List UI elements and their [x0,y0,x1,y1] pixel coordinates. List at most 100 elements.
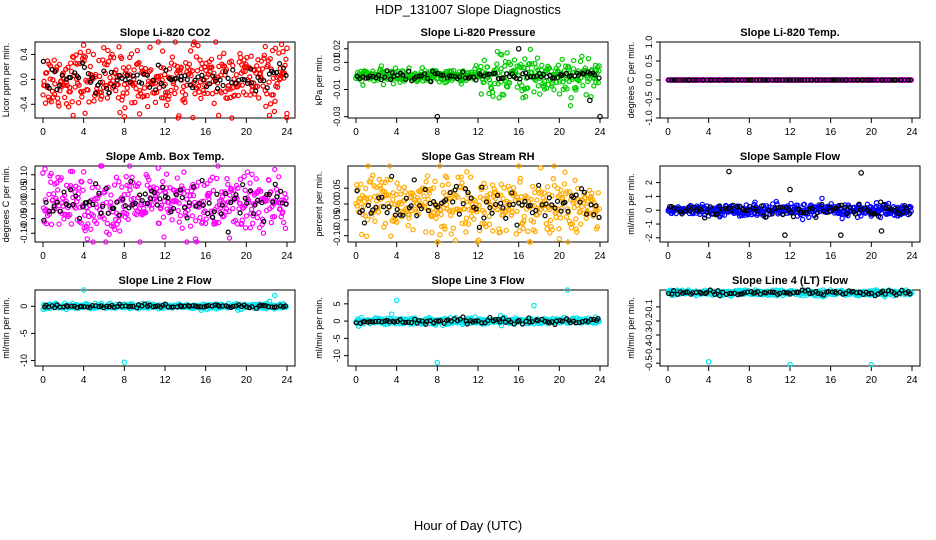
reference-point [527,319,533,325]
data-point [586,210,592,217]
reference-point [671,77,677,83]
data-point [490,228,496,234]
y-tick-label: -1.0 [644,110,654,126]
reference-point [807,205,813,212]
data-point [490,93,496,100]
reference-point [522,70,529,76]
data-point [233,72,240,78]
data-point [387,163,393,169]
reference-point [715,288,721,294]
data-point [562,169,568,175]
reference-point [406,68,412,74]
data-point [494,48,501,55]
data-point [261,52,268,59]
data-point [184,82,190,88]
data-point [115,81,121,88]
x-tick-label: 24 [906,375,918,386]
y-axis-label: degrees C per min. [1,166,11,243]
reference-point [199,72,205,78]
reference-point [562,199,568,206]
reference-point [880,202,887,208]
data-point [367,195,373,201]
data-point [484,64,491,70]
reference-point [836,202,842,209]
data-point [261,55,267,61]
data-point [186,61,193,67]
data-point [260,83,266,89]
y-axis-label: ml/min per min. [1,297,11,359]
data-point [105,58,112,65]
reference-point [80,204,86,210]
reference-point [498,200,504,206]
x-tick-label: 12 [159,127,171,138]
data-point [161,234,167,240]
reference-point [282,303,289,309]
x-tick-label: 20 [241,251,253,262]
data-point [214,175,220,182]
data-point [481,57,488,64]
reference-point [75,75,82,81]
data-point [188,72,194,79]
reference-point [244,304,250,310]
data-point [84,236,90,242]
reference-point [755,289,761,295]
data-point [530,219,537,225]
reference-point [79,60,86,66]
reference-point [248,66,254,72]
reference-point [274,194,280,200]
data-point [56,221,62,227]
reference-point [155,62,161,68]
x-tick-label: 24 [594,251,606,262]
reference-point [367,73,373,79]
reference-point [242,195,248,201]
data-point [77,49,84,55]
data-point [547,217,554,224]
data-point [721,212,728,218]
reference-point [776,77,782,83]
data-point [548,224,554,230]
data-point [113,67,119,73]
data-point [132,99,138,106]
data-point [360,82,366,88]
y-tick-label: 0.0 [644,74,654,87]
reference-point [414,213,420,219]
reference-point [583,318,589,324]
reference-point [416,73,422,79]
data-point [48,170,54,177]
data-point [481,79,487,85]
reference-point [96,190,102,196]
reference-point [387,76,394,82]
reference-point [669,77,675,83]
reference-point [723,77,729,83]
reference-point [134,72,140,78]
data-point [178,64,184,70]
x-tick-label: 20 [554,127,566,138]
data-point [430,185,436,191]
x-tick-label: 4 [706,127,712,138]
reference-point [376,195,382,201]
data-point [401,184,407,190]
reference-point [428,79,434,85]
data-point [463,229,469,235]
data-point [122,105,128,111]
data-point [54,180,60,186]
data-point [516,228,523,234]
reference-point [223,190,229,197]
reference-point [152,303,159,309]
data-point [539,62,545,68]
data-point [229,115,235,121]
x-tick-label: 24 [594,127,606,138]
reference-point [492,70,498,76]
reference-point [576,319,582,326]
data-point [67,60,74,66]
reference-point [253,88,259,94]
data-point [74,61,80,67]
data-point [380,81,387,88]
data-point [432,178,438,185]
data-point [80,187,86,193]
data-point [247,74,253,80]
data-point [67,212,73,218]
reference-point [578,186,585,192]
